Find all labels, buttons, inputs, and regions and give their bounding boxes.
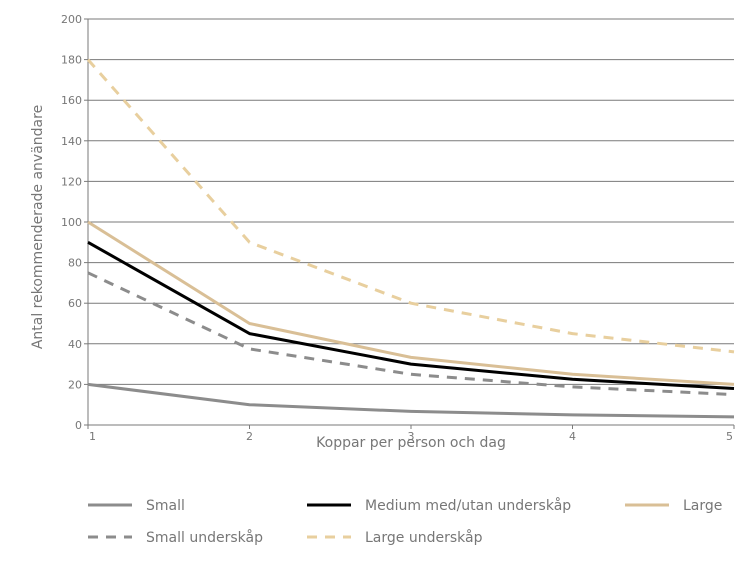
series-line-3 (87, 271, 735, 397)
x-tick-labels: 1 2 3 4 5 (89, 430, 733, 443)
x-tick-label: 4 (569, 430, 576, 443)
legend: Small Medium med/utan underskåp Large Small… (88, 497, 722, 546)
y-tick-label: 40 (68, 338, 82, 351)
y-tick-labels: 0 20 40 60 80 100 120 140 160 180 200 (61, 13, 82, 432)
y-tick-label: 140 (61, 135, 82, 148)
y-tick-label: 120 (61, 175, 82, 188)
x-tick-label: 1 (89, 430, 96, 443)
series-line-0 (87, 382, 735, 419)
y-tick-label: 20 (68, 378, 82, 391)
y-axis-label: Antal rekommenderade användare (30, 105, 46, 349)
x-tick-label: 3 (408, 430, 415, 443)
y-tick-label: 160 (61, 94, 82, 107)
y-tick-label: 100 (61, 216, 82, 229)
legend-label-1: Medium med/utan underskåp (365, 497, 571, 514)
legend-label-4: Large underskåp (365, 529, 483, 546)
x-axis-label: Koppar per person och dag (316, 435, 506, 451)
legend-label-2: Large (683, 498, 722, 514)
series-line-2 (87, 220, 735, 386)
legend-label-0: Small (146, 498, 185, 514)
series-line-1 (87, 240, 735, 390)
series-line-4 (86, 58, 735, 354)
y-tick-label: 60 (68, 297, 82, 310)
y-tick-label: 0 (75, 419, 82, 432)
x-tick-label: 5 (726, 430, 733, 443)
series-lines (86, 58, 735, 419)
y-tick-label: 80 (68, 257, 82, 270)
y-tick-label: 200 (61, 13, 82, 26)
y-tick-label: 180 (61, 54, 82, 67)
legend-label-3: Small underskåp (146, 529, 263, 546)
x-tick-label: 2 (246, 430, 253, 443)
axes (84, 18, 735, 429)
